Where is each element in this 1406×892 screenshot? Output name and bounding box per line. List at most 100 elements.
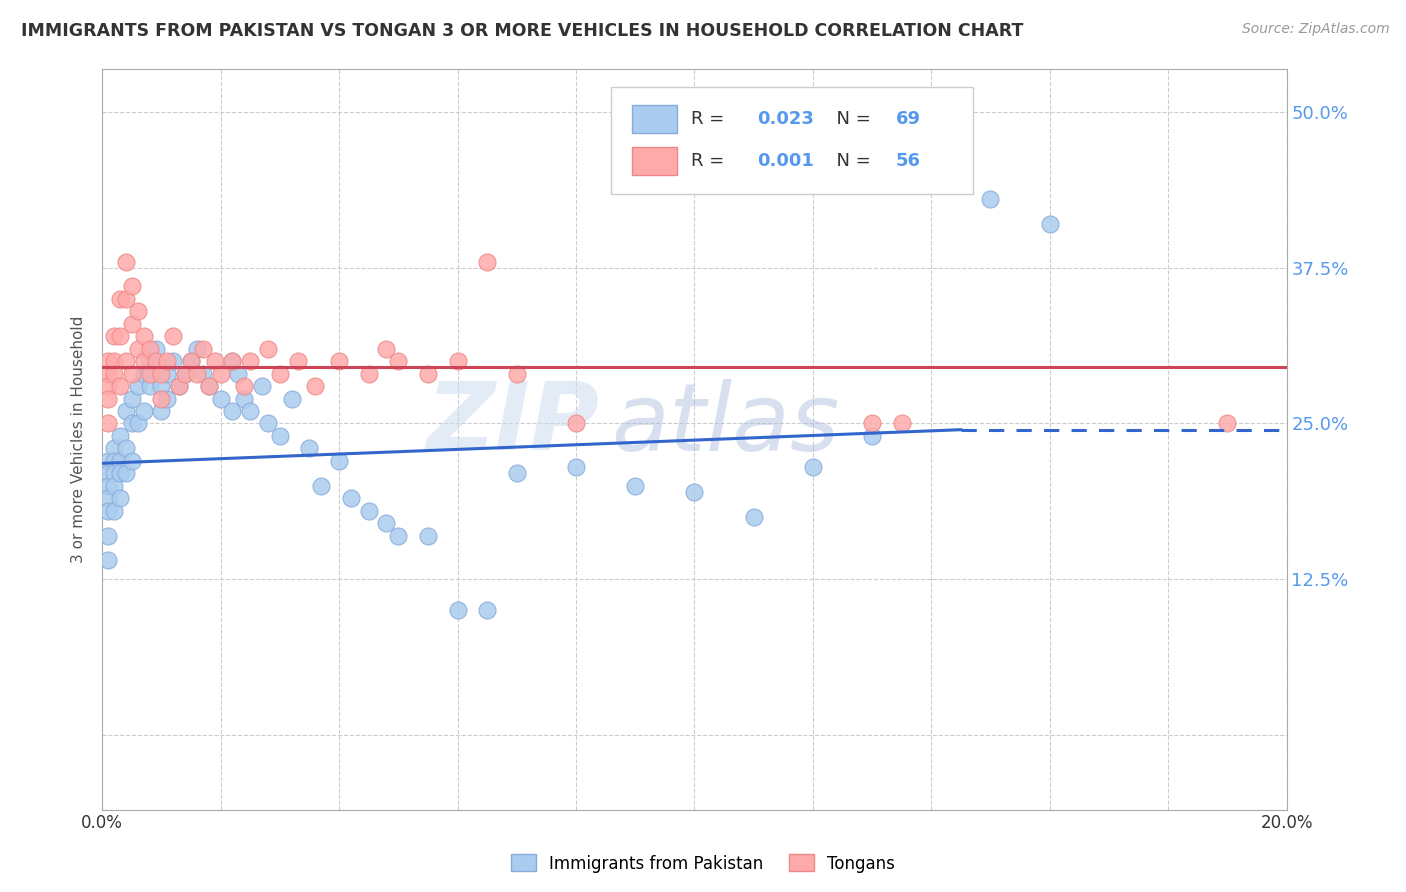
Point [132, 354, 155, 368]
Point [150, 367, 173, 381]
Point [162, 354, 184, 368]
Point [683, 485, 706, 500]
Point [97, 467, 120, 481]
Point [446, 354, 468, 368]
Point [103, 503, 125, 517]
Point [204, 354, 226, 368]
Point [108, 379, 131, 393]
Point [304, 379, 326, 393]
Point [97, 503, 120, 517]
Legend: Immigrants from Pakistan, Tongans: Immigrants from Pakistan, Tongans [505, 847, 901, 880]
Point [416, 528, 439, 542]
Point [103, 479, 125, 493]
Point [475, 254, 498, 268]
Point [375, 516, 398, 530]
Point [97, 392, 120, 406]
Point [979, 192, 1001, 206]
Point [387, 528, 409, 542]
Point [191, 367, 214, 381]
Text: 69: 69 [896, 110, 921, 128]
Point [174, 367, 197, 381]
Point [250, 379, 273, 393]
Point [742, 509, 765, 524]
Text: atlas: atlas [612, 379, 839, 470]
Point [115, 354, 138, 368]
Point [174, 367, 197, 381]
Text: Source: ZipAtlas.com: Source: ZipAtlas.com [1241, 22, 1389, 37]
Point [121, 417, 143, 431]
Point [103, 467, 125, 481]
Point [221, 354, 243, 368]
Point [97, 454, 120, 468]
Point [121, 279, 143, 293]
FancyBboxPatch shape [612, 87, 973, 194]
Point [103, 329, 125, 343]
Point [132, 329, 155, 343]
Point [257, 417, 280, 431]
Point [127, 304, 149, 318]
Point [565, 460, 588, 475]
Point [108, 454, 131, 468]
Point [506, 367, 529, 381]
Point [446, 603, 468, 617]
Point [257, 342, 280, 356]
Point [860, 429, 883, 443]
Point [138, 354, 160, 368]
Point [209, 367, 232, 381]
Point [375, 342, 398, 356]
Point [624, 479, 647, 493]
Point [121, 317, 143, 331]
Text: ZIP: ZIP [427, 378, 599, 470]
Point [328, 354, 350, 368]
Point [103, 367, 125, 381]
Point [145, 354, 167, 368]
Point [150, 379, 173, 393]
Point [97, 479, 120, 493]
Point [127, 342, 149, 356]
Point [475, 603, 498, 617]
Point [506, 467, 529, 481]
Point [127, 379, 149, 393]
Point [287, 354, 309, 368]
Point [108, 292, 131, 306]
Point [186, 367, 208, 381]
Point [162, 329, 184, 343]
Point [108, 329, 131, 343]
Point [233, 379, 256, 393]
Point [97, 553, 120, 567]
Point [340, 491, 363, 506]
Text: N =: N = [825, 153, 876, 170]
Point [150, 392, 173, 406]
Point [132, 367, 155, 381]
Point [1216, 417, 1239, 431]
Point [97, 417, 120, 431]
Point [209, 392, 232, 406]
Point [115, 292, 138, 306]
Point [416, 367, 439, 381]
Point [198, 379, 221, 393]
Point [115, 467, 138, 481]
Point [115, 404, 138, 418]
Point [138, 367, 160, 381]
Point [280, 392, 302, 406]
Point [565, 417, 588, 431]
Point [156, 392, 179, 406]
Point [132, 404, 155, 418]
Point [890, 417, 912, 431]
Point [156, 367, 179, 381]
Text: 0.023: 0.023 [758, 110, 814, 128]
Point [156, 354, 179, 368]
Point [311, 479, 333, 493]
Point [167, 379, 190, 393]
Point [108, 429, 131, 443]
Point [328, 454, 350, 468]
Point [624, 130, 647, 145]
Point [103, 442, 125, 456]
Point [357, 367, 380, 381]
Point [228, 367, 250, 381]
Point [145, 342, 167, 356]
Point [121, 454, 143, 468]
Point [298, 442, 321, 456]
Text: IMMIGRANTS FROM PAKISTAN VS TONGAN 3 OR MORE VEHICLES IN HOUSEHOLD CORRELATION C: IMMIGRANTS FROM PAKISTAN VS TONGAN 3 OR … [21, 22, 1024, 40]
Point [97, 528, 120, 542]
